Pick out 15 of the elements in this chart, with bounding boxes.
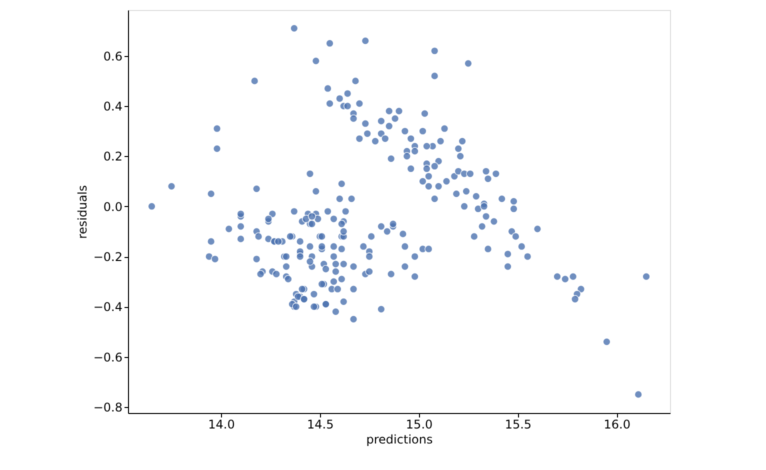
y-tick-label: −0.8 xyxy=(93,400,122,414)
y-tick-label: 0.4 xyxy=(103,100,122,114)
y-tick-label: −0.4 xyxy=(93,300,122,314)
y-tick-label: 0.6 xyxy=(103,49,122,64)
x-tick-label: 16.0 xyxy=(604,418,630,432)
x-axis-title: predictions xyxy=(366,432,433,446)
y-tick-label: −0.6 xyxy=(93,350,122,364)
y-tick-label: 0.0 xyxy=(103,200,122,214)
x-tick-label: 14.5 xyxy=(307,418,334,432)
y-axis-title: residuals xyxy=(75,185,90,239)
y-tick-label: −0.2 xyxy=(93,250,122,264)
x-tick-label: 15.0 xyxy=(406,418,433,432)
x-tick-label: 15.5 xyxy=(504,418,532,432)
x-tick-label: 14.0 xyxy=(208,418,235,432)
y-tick-label: 0.2 xyxy=(103,150,122,164)
